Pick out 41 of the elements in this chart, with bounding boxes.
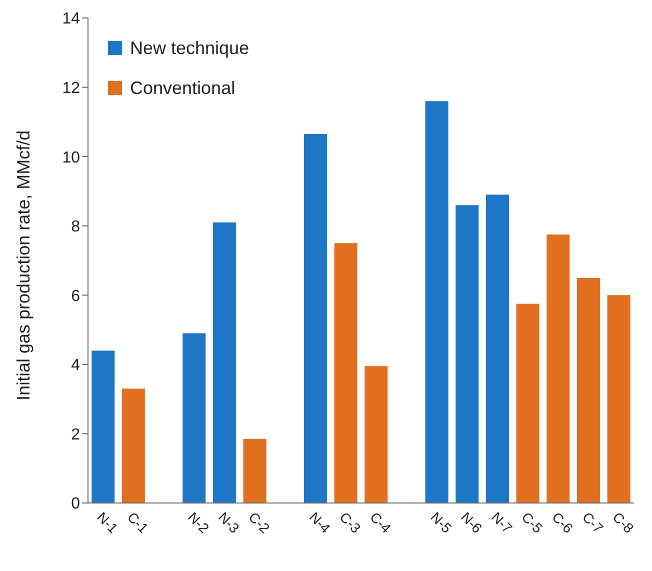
bar bbox=[607, 295, 630, 503]
x-tick-label: C-8 bbox=[610, 508, 638, 536]
x-tick-label: C-4 bbox=[367, 508, 394, 536]
bar bbox=[576, 278, 600, 503]
x-tick-label: N-6 bbox=[458, 508, 486, 536]
bar bbox=[425, 101, 448, 503]
bar bbox=[334, 243, 358, 503]
bar bbox=[486, 194, 509, 503]
x-tick-label: N-2 bbox=[185, 508, 212, 536]
y-tick-label: 8 bbox=[71, 218, 80, 236]
x-tick-label: C-5 bbox=[518, 508, 546, 536]
bar bbox=[364, 366, 388, 503]
x-tick-label: C-2 bbox=[246, 508, 274, 536]
bar bbox=[92, 350, 115, 503]
bar bbox=[243, 438, 266, 503]
y-tick-label: 0 bbox=[71, 496, 80, 513]
x-tick-label: C-3 bbox=[336, 508, 364, 536]
y-tick-label: 2 bbox=[71, 426, 80, 444]
y-tick-label: 4 bbox=[71, 357, 80, 374]
bar bbox=[456, 205, 479, 503]
x-tick-label: C-7 bbox=[579, 508, 607, 536]
x-tick-label: N-1 bbox=[94, 508, 122, 536]
bar bbox=[182, 333, 206, 503]
y-tick-label: 14 bbox=[62, 10, 80, 28]
y-axis-title: Initial gas production rate, MMcf/d bbox=[13, 130, 34, 400]
x-tick-label: N-7 bbox=[488, 508, 516, 536]
bar bbox=[546, 234, 570, 503]
y-tick-label: 6 bbox=[71, 288, 80, 305]
bar bbox=[212, 222, 236, 503]
y-tick-label: 10 bbox=[62, 149, 80, 166]
legend-label: New technique bbox=[130, 38, 250, 58]
legend-label: Conventional bbox=[130, 78, 236, 98]
x-tick-label: C-6 bbox=[549, 508, 576, 536]
x-tick-label: N-3 bbox=[215, 508, 243, 536]
x-tick-label: C-1 bbox=[124, 508, 152, 536]
y-tick-label: 12 bbox=[62, 80, 80, 97]
bar bbox=[516, 304, 540, 503]
x-tick-label: N-4 bbox=[306, 508, 334, 536]
bar bbox=[304, 134, 327, 503]
x-tick-label: N-5 bbox=[428, 508, 456, 536]
bar bbox=[122, 388, 145, 503]
